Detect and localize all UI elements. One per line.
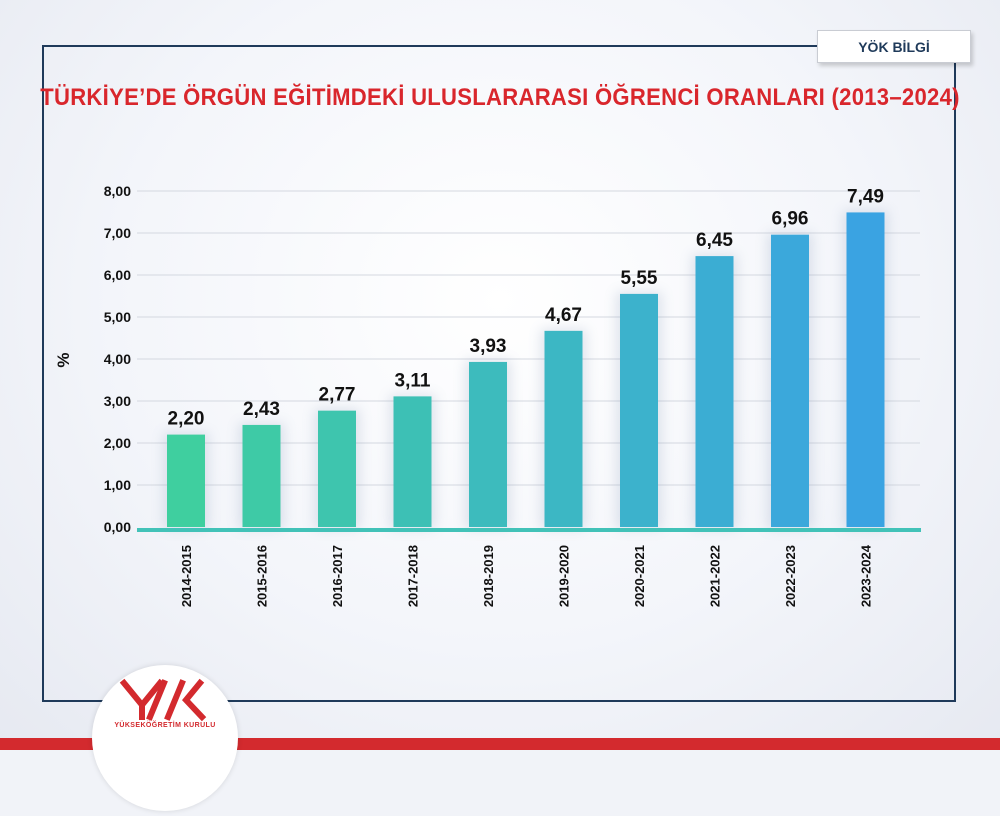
- yok-bilgi-badge: YÖK BİLGİ: [817, 30, 971, 63]
- x-axis-line: [137, 528, 921, 532]
- bar: [318, 410, 356, 527]
- x-tick-label: 2015-2016: [255, 545, 270, 607]
- bar: [544, 330, 583, 527]
- bar-value-label: 3,11: [395, 370, 431, 391]
- chart-title: TÜRKİYE’DE ÖRGÜN EĞİTİMDEKİ ULUSLARARASI…: [40, 84, 960, 111]
- bar-value-label: 6,45: [696, 230, 733, 251]
- x-tick-label: 2021-2022: [708, 545, 723, 607]
- bar: [167, 434, 205, 527]
- y-tick-label: 0,00: [104, 519, 131, 535]
- bar: [620, 293, 658, 527]
- y-tick-label: 7,00: [104, 225, 131, 241]
- bar-value-label: 5,55: [621, 268, 658, 289]
- bar-chart: 2,20 2014-2015 2,43 2015-2016 2,77 2016-2017 3…: [104, 183, 921, 607]
- logo-badge: [92, 665, 238, 811]
- logo-text: YÜKSEKÖĞRETİM KURULU: [114, 722, 216, 729]
- x-tick-label: 2020-2021: [632, 545, 647, 607]
- bar-value-label: 2,43: [243, 399, 280, 420]
- y-tick-label: 8,00: [104, 183, 131, 199]
- bar-value-label: 2,20: [168, 409, 205, 430]
- bar: [393, 396, 432, 527]
- bar: [469, 361, 507, 527]
- bar-value-label: 2,77: [319, 385, 356, 406]
- x-tick-label: 2019-2020: [557, 545, 572, 607]
- bottom-red-bar: [0, 738, 1000, 750]
- x-tick-label: 2016-2017: [330, 545, 345, 607]
- bar-value-label: 3,93: [470, 336, 507, 357]
- x-tick-label: 2022-2023: [783, 545, 798, 607]
- bar-value-label: 4,67: [545, 305, 582, 326]
- bar: [771, 234, 809, 527]
- x-tick-label: 2017-2018: [406, 545, 421, 607]
- x-tick-label: 2014-2015: [179, 545, 194, 607]
- y-tick-label: 2,00: [104, 435, 131, 451]
- y-tick-label: 6,00: [104, 267, 131, 283]
- bar-value-label: 6,96: [772, 209, 809, 230]
- bar: [242, 424, 281, 527]
- bar: [846, 212, 885, 528]
- bar: [695, 256, 734, 527]
- y-tick-label: 4,00: [104, 351, 131, 367]
- y-tick-label: 1,00: [104, 477, 131, 493]
- bar-value-label: 7,49: [847, 186, 884, 207]
- y-tick-label: 3,00: [104, 393, 131, 409]
- x-tick-label: 2018-2019: [481, 545, 496, 607]
- yok-logo-icon: [119, 678, 207, 722]
- y-tick-label: 5,00: [104, 309, 131, 325]
- x-tick-label: 2023-2024: [859, 544, 874, 607]
- content-frame: [42, 45, 956, 702]
